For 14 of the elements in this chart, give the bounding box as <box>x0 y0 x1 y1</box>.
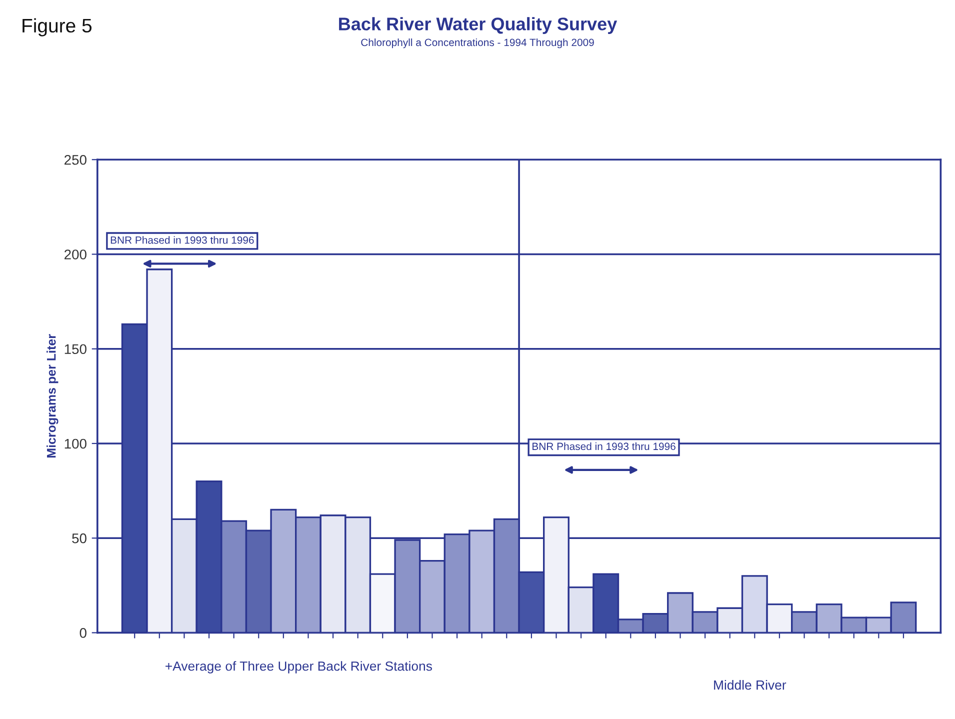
y-axis-title: Micrograms per Liter <box>46 334 58 458</box>
chart-subtitle: Chlorophyll a Concentrations - 1994 Through 2009 <box>361 38 594 48</box>
annotation: BNR Phased in 1993 thru 1996 <box>110 236 254 244</box>
text: Middle River <box>714 680 786 690</box>
y-tick-label: 250 <box>64 154 86 165</box>
chart-title: Back River Water Quality Survey <box>339 17 618 34</box>
caption: Figure 5 <box>22 18 92 36</box>
text: +Average of Three Upper Back River Stations <box>166 661 432 674</box>
y-tick-label: 50 <box>72 533 86 544</box>
annotation: BNR Phased in 1993 thru 1996 <box>532 442 676 450</box>
y-tick-label: 200 <box>64 250 86 260</box>
y-tick-label: 0 <box>80 628 86 638</box>
y-tick-label: 150 <box>64 344 86 354</box>
y-tick-label: 100 <box>64 438 86 449</box>
